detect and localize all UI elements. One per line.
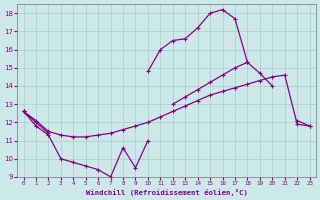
X-axis label: Windchill (Refroidissement éolien,°C): Windchill (Refroidissement éolien,°C): [86, 189, 248, 196]
